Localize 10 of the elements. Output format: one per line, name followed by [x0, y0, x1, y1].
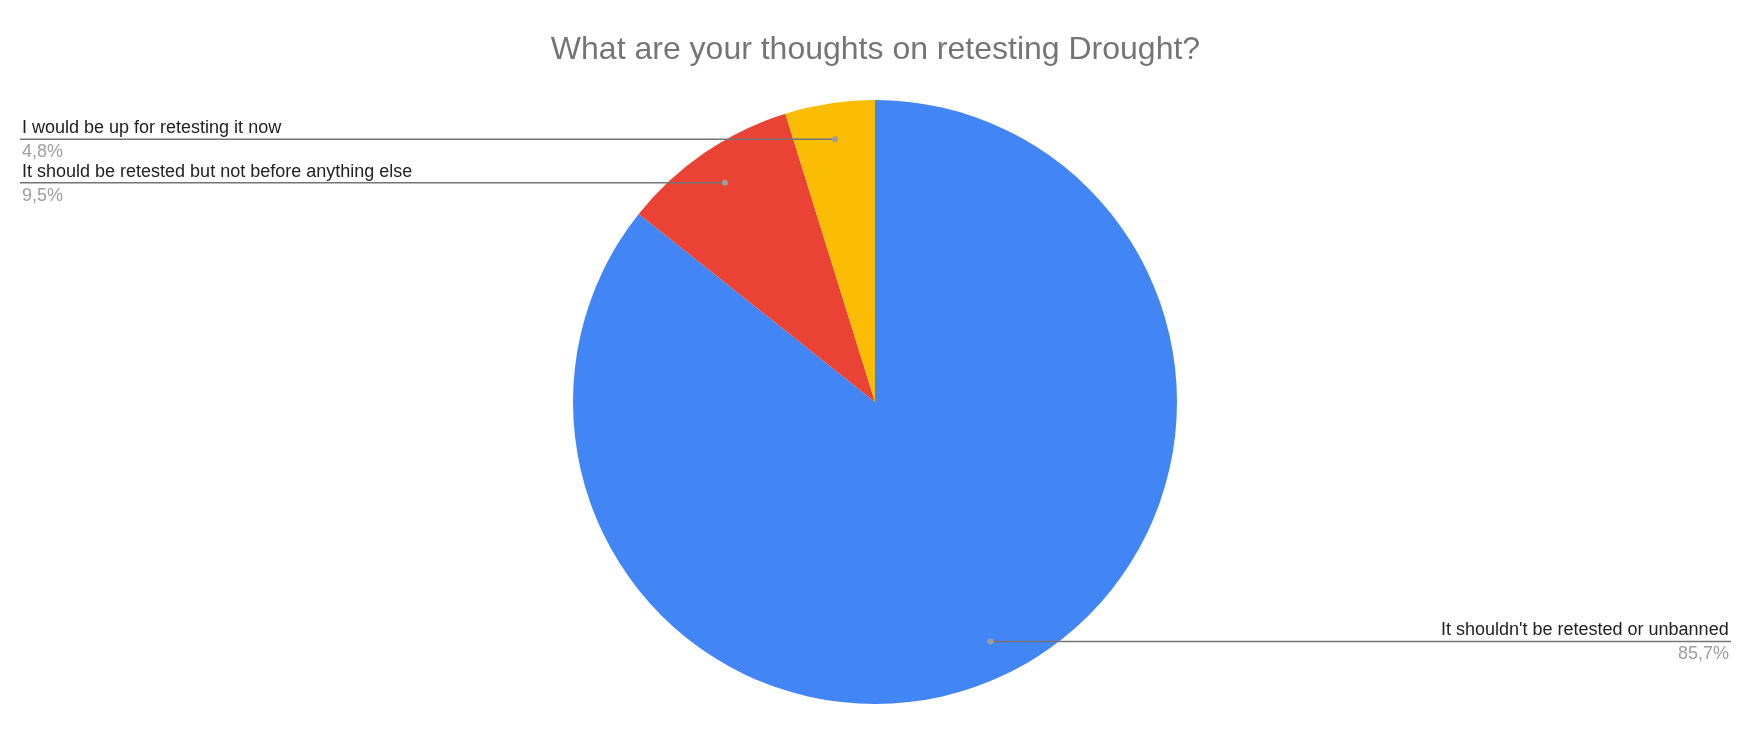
data-label: 85,7% — [1678, 643, 1730, 663]
chart-title: What are your thoughts on retesting Drought? — [550, 30, 1201, 67]
slice-label: It shouldn't be retested or unbanned — [1441, 619, 1729, 639]
data-label: 4,8% — [22, 141, 64, 161]
pie-slice — [785, 100, 875, 402]
pie-slice — [573, 100, 1177, 704]
slice-label: I would be up for retesting it now — [22, 117, 283, 137]
slice-label: It should be retested but not before anything else — [22, 161, 413, 181]
pie-slice — [638, 113, 875, 402]
data-label: 9,5% — [22, 185, 64, 205]
